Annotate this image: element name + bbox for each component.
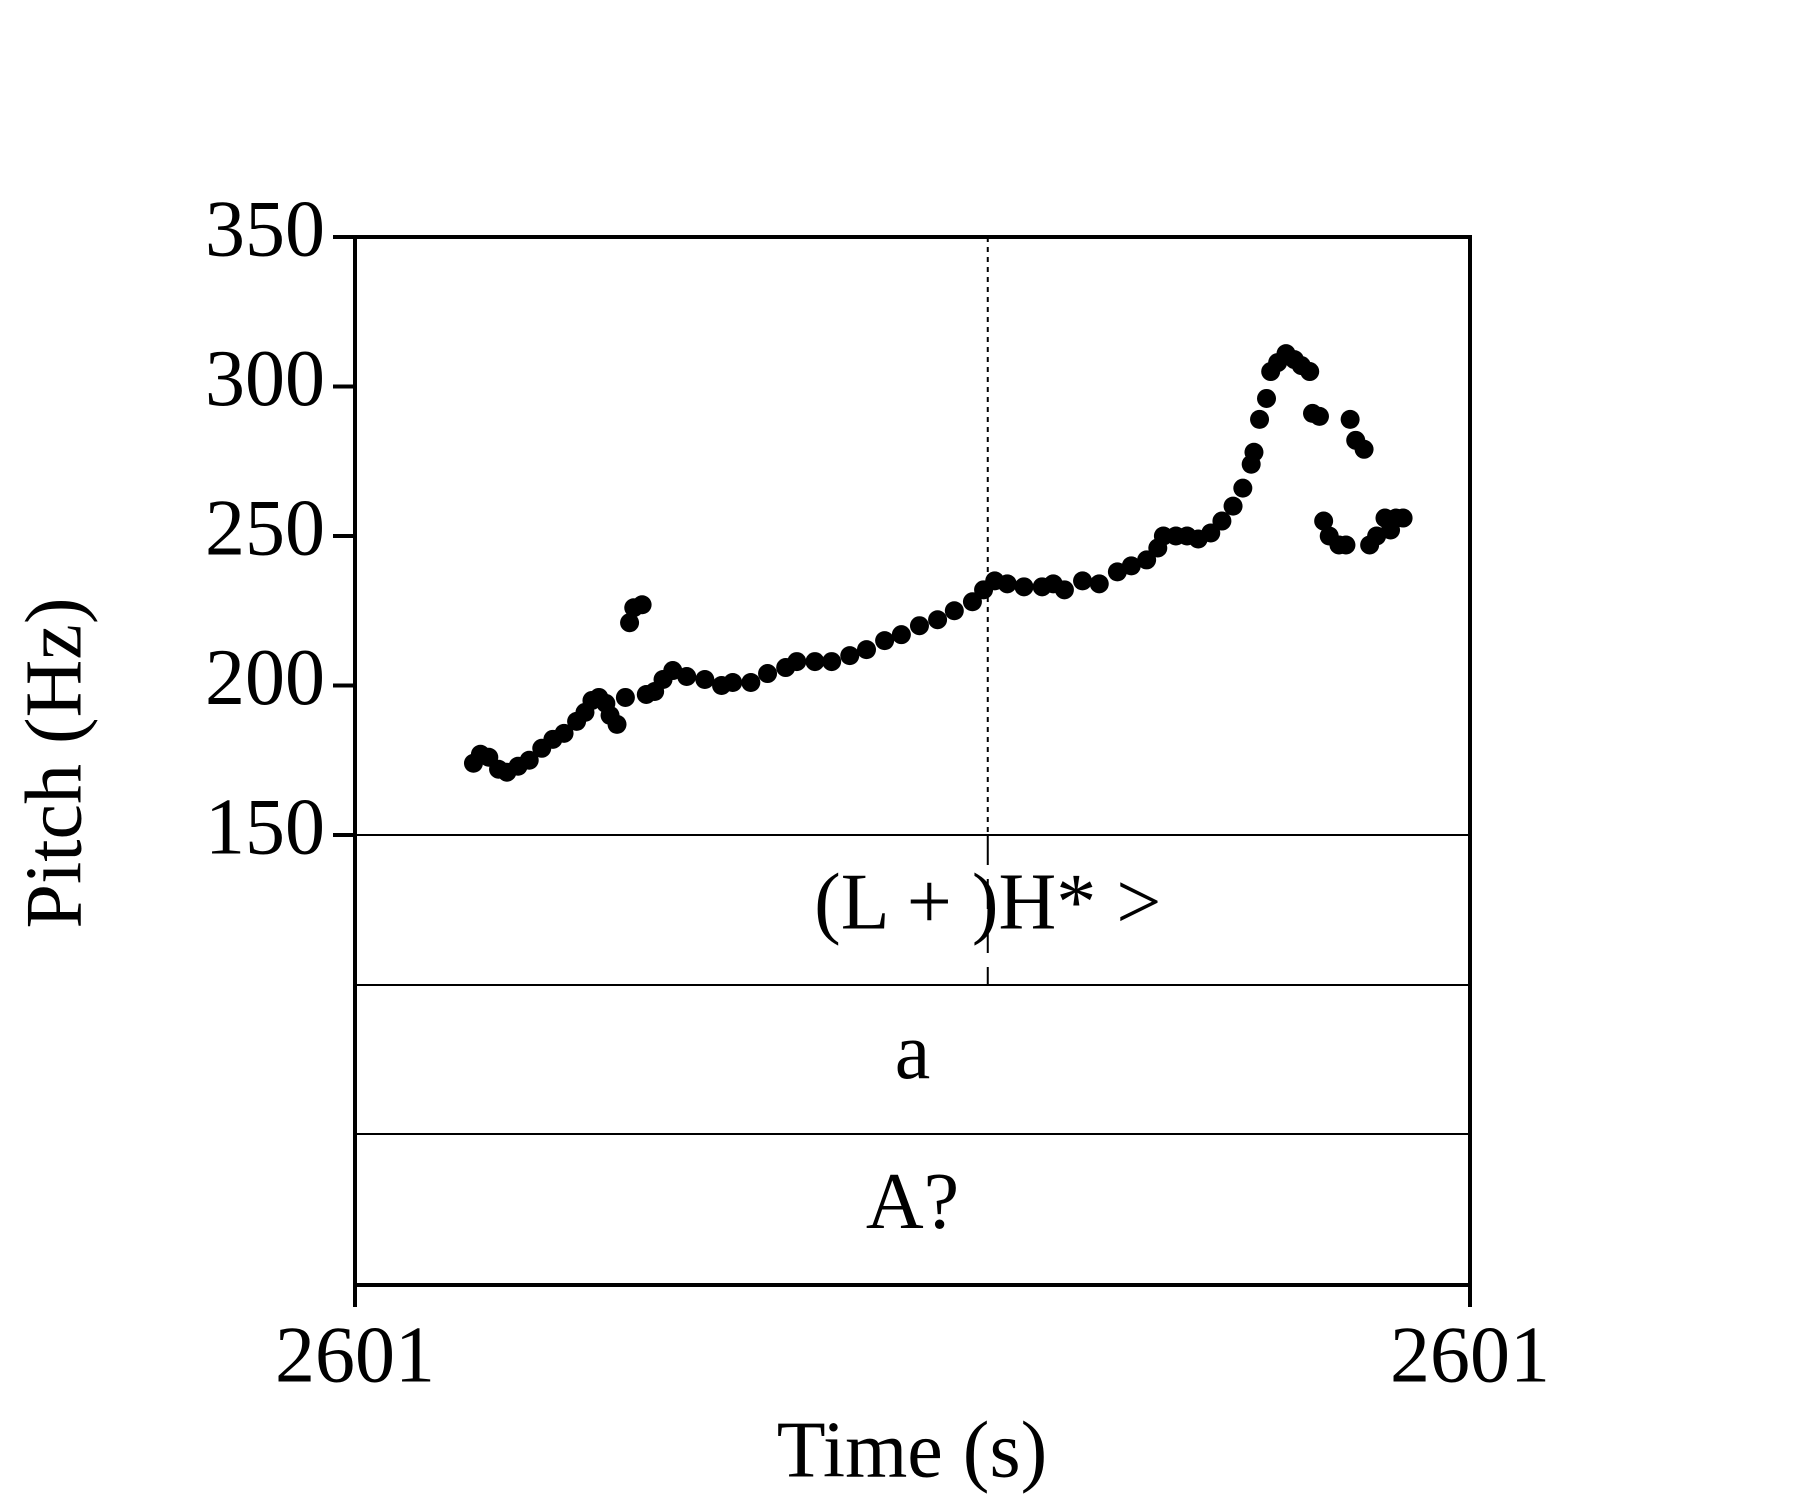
pitch-point [554,723,574,743]
pitch-point [632,595,652,615]
pitch-point [695,670,715,690]
pitch-point [1300,362,1320,382]
pitch-point [677,667,697,687]
pitch-point [944,601,964,621]
pitch-point [1121,556,1141,576]
pitch-point [962,592,982,612]
pitch-point [840,646,860,666]
x-axis-label: Time (s) [777,1406,1047,1494]
y-tick-label: 250 [205,484,325,572]
pitch-point [822,652,842,672]
pitch-point [741,673,761,693]
pitch-point [1336,535,1356,555]
pitch-point [805,652,825,672]
pitch-point [1014,577,1034,597]
pitch-point [1233,478,1253,498]
pitch-point [1212,511,1232,531]
pitch-point [1054,580,1074,600]
pitch-point [928,610,948,630]
y-tick-label: 150 [205,783,325,871]
pitch-point [1137,550,1157,570]
pitch-point [1354,439,1374,459]
pitch-point [1201,523,1221,543]
pitch-point [909,616,929,636]
tier-label: A? [866,1158,959,1246]
x-tick-label: 2601 [275,1311,435,1399]
pitch-point [857,640,877,660]
pitch-point [519,750,539,770]
y-tick-label: 200 [205,634,325,722]
pitch-point [723,673,743,693]
pitch-point [758,664,778,684]
y-tick-label: 350 [205,185,325,273]
pitch-point [1223,496,1243,516]
pitch-point [607,714,627,734]
pitch-point [615,687,635,707]
y-axis-label: Pitch (Hz) [10,597,98,928]
pitch-point [787,652,807,672]
y-tick-label: 300 [205,335,325,423]
pitch-point [1089,574,1109,594]
pitch-point [1244,442,1264,462]
pitch-point [1340,409,1360,429]
pitch-point [1257,388,1277,408]
pitch-point [1073,571,1093,591]
pitch-point [997,574,1017,594]
plot-frame [353,235,1472,1287]
tier-label: (L + )H* > [814,858,1161,946]
pitch-point [875,631,895,651]
pitch-point [1309,406,1329,426]
pitch-point [1314,511,1334,531]
pitch-point [620,613,640,633]
pitch-point [1250,409,1270,429]
tier-label: a [895,1008,931,1096]
x-tick-label: 2601 [1390,1311,1550,1399]
pitch-point [891,625,911,645]
pitch-point [1393,508,1413,528]
